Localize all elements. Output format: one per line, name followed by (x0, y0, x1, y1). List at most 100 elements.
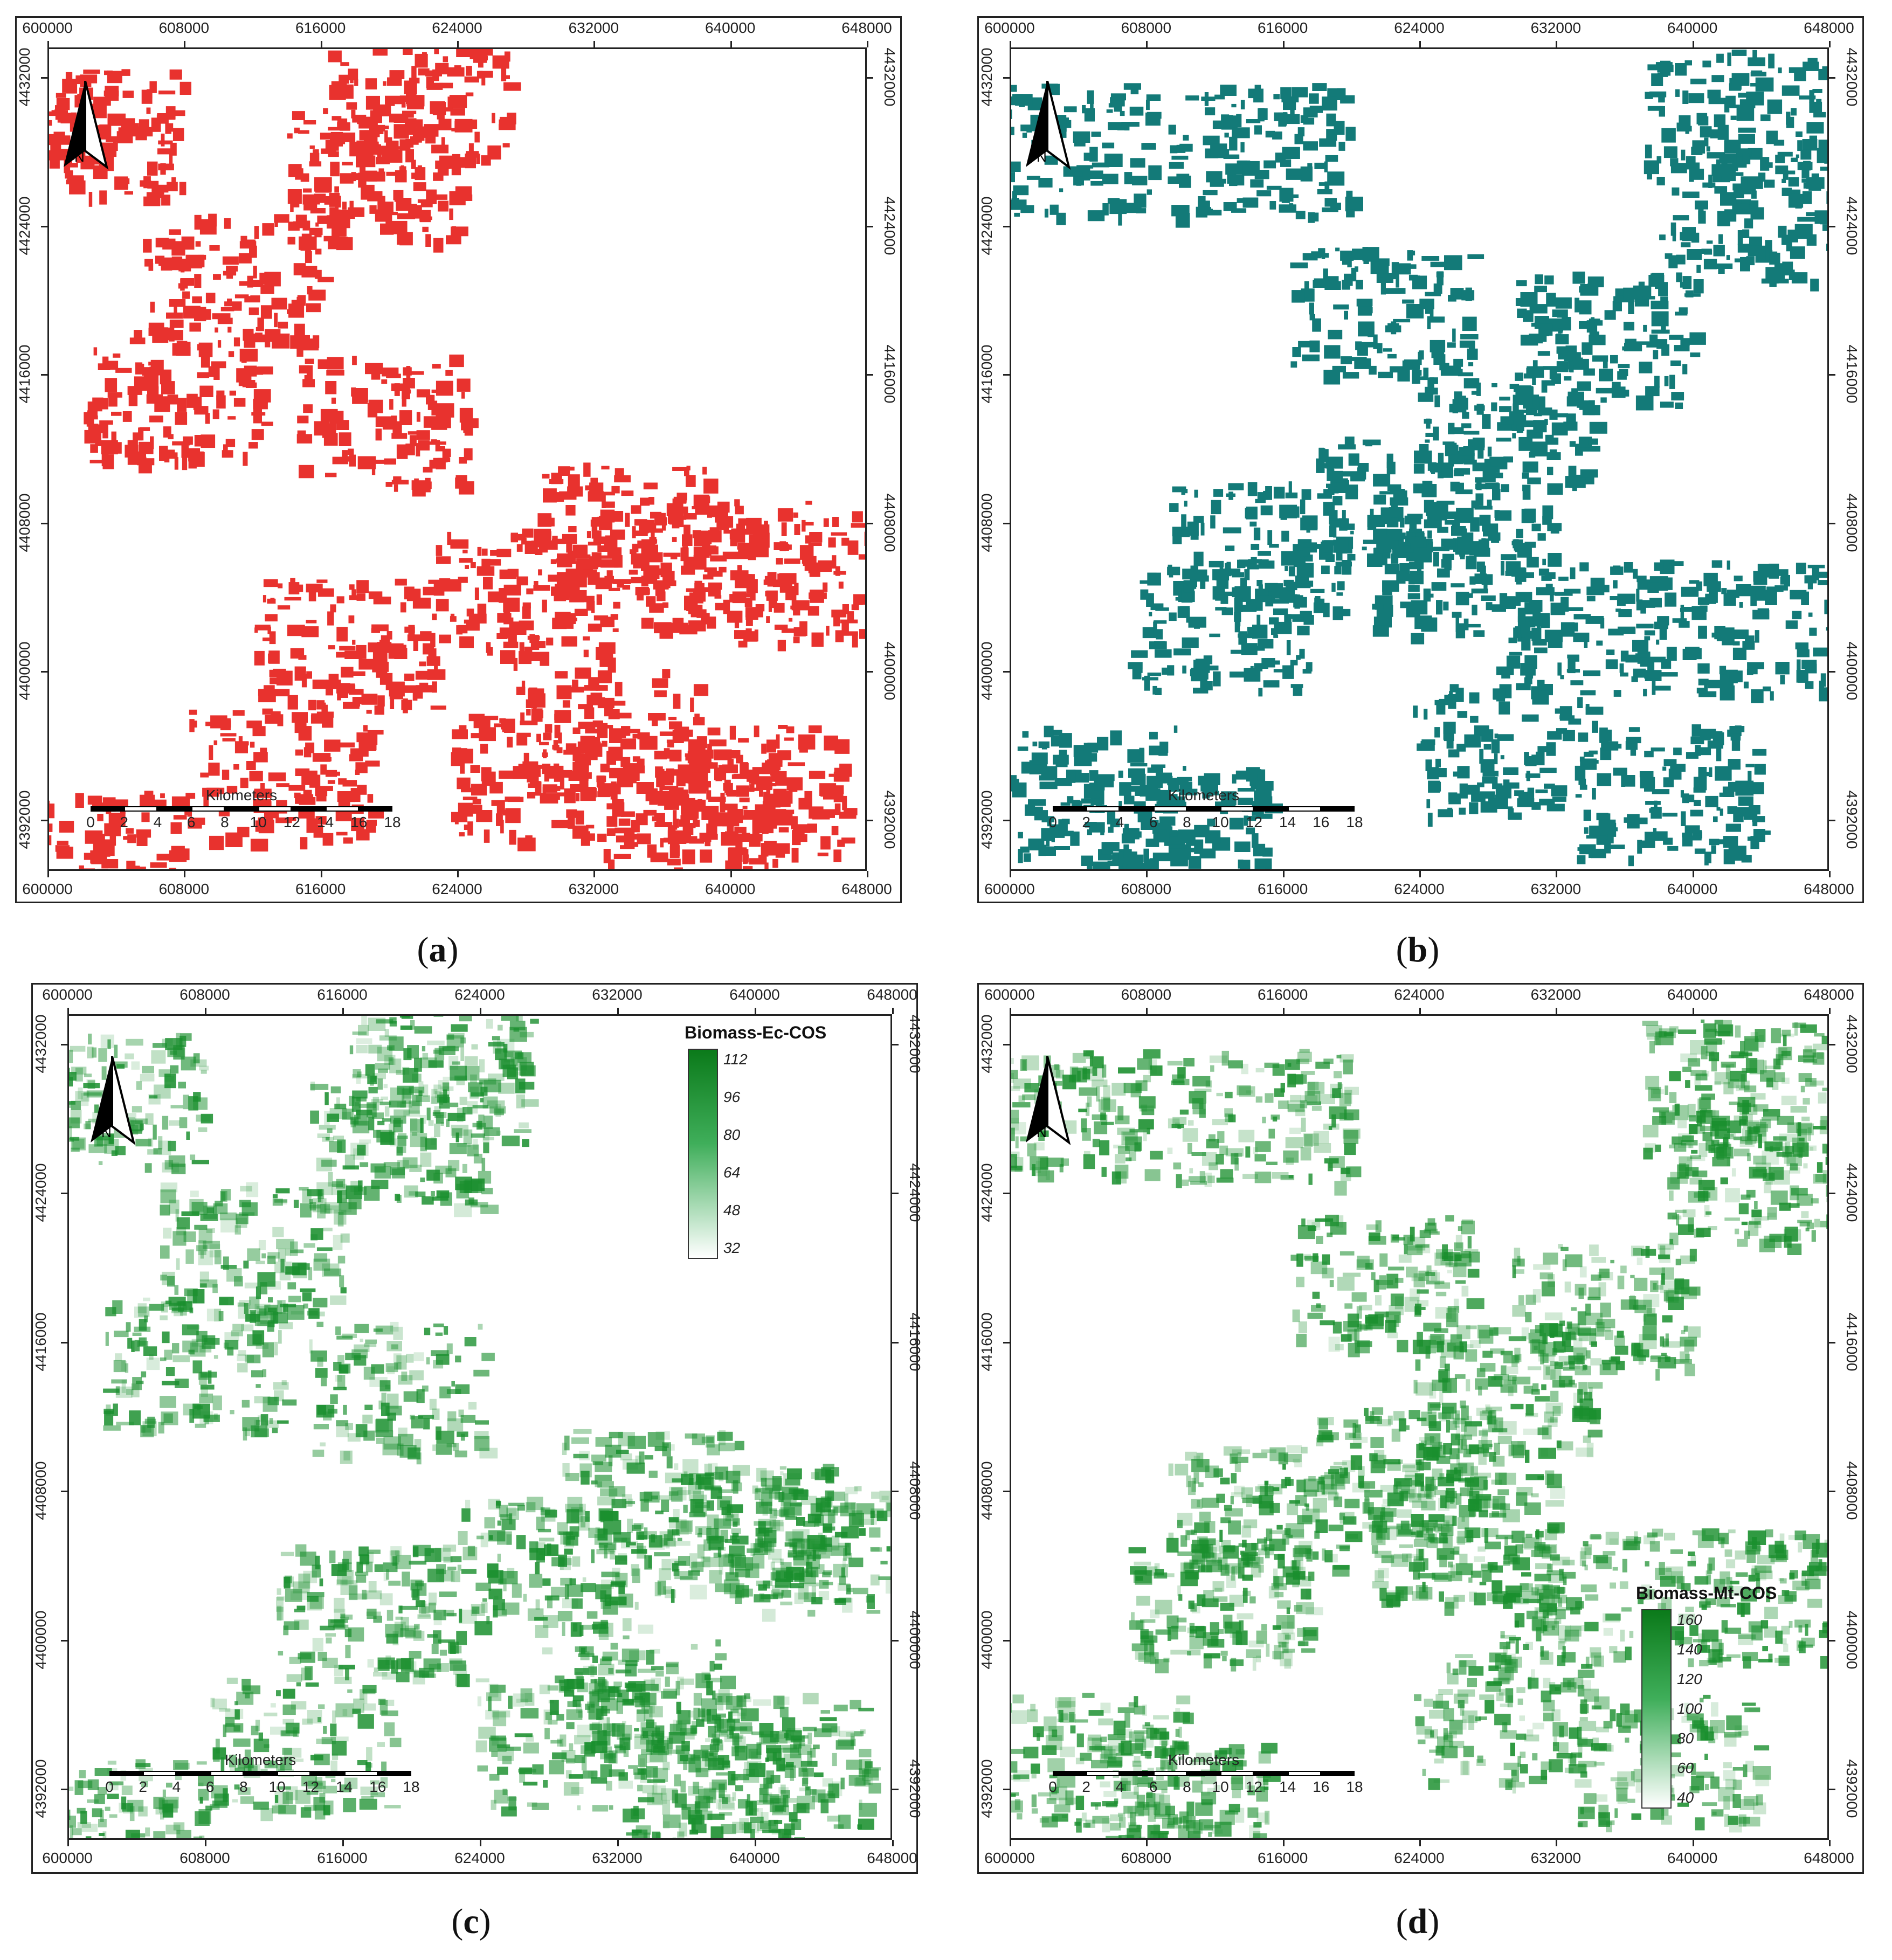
map-patch (342, 450, 348, 462)
map-patch (1517, 308, 1527, 318)
map-patch (1471, 391, 1481, 395)
map-patch (639, 736, 658, 750)
map-patch (1522, 472, 1529, 479)
map-patch (591, 517, 598, 531)
map-patch (1754, 764, 1766, 775)
map-patch (1279, 188, 1294, 202)
x-tick-mark (1692, 871, 1694, 877)
map-patch (1742, 229, 1750, 238)
map-patch (581, 1471, 590, 1485)
map-patch (423, 1084, 429, 1097)
map-patch (83, 70, 100, 74)
map-patch (832, 517, 839, 527)
map-patch (774, 542, 788, 550)
map-patch (1303, 141, 1318, 151)
map-patch (104, 823, 121, 836)
map-patch (368, 1044, 382, 1054)
map-patch (672, 537, 677, 542)
map-patch (1331, 583, 1336, 592)
map-patch (1704, 681, 1708, 695)
map-patch (714, 1664, 722, 1670)
map-patch (104, 70, 108, 75)
map-patch (377, 642, 392, 646)
map-patch (1442, 553, 1454, 560)
map-patch (217, 340, 222, 348)
map-patch (147, 1149, 158, 1155)
map-patch (1147, 189, 1152, 195)
map-patch (574, 608, 588, 616)
map-patch (1238, 798, 1254, 805)
map-patch (546, 638, 554, 646)
map-patch (571, 1598, 583, 1609)
map-patch (650, 852, 668, 863)
map-patch (105, 86, 119, 101)
map-patch (227, 327, 232, 333)
map-patch (361, 694, 378, 705)
map-patch (809, 592, 827, 599)
map-patch (332, 116, 342, 121)
map-patch (1482, 776, 1495, 784)
map-patch (1119, 782, 1131, 796)
map-patch (209, 745, 213, 760)
map-patch (1023, 853, 1031, 862)
map-patch (1669, 149, 1675, 157)
map-patch (693, 494, 710, 508)
map-patch (1596, 835, 1606, 845)
map-patch (707, 617, 716, 629)
map-patch (161, 195, 171, 206)
map-patch (502, 143, 510, 148)
map-patch (237, 1354, 247, 1361)
map-patch (577, 571, 588, 578)
map-patch (791, 816, 798, 829)
map-patch (685, 753, 697, 757)
map-patch (1680, 282, 1691, 288)
map-patch (1790, 246, 1805, 259)
y-tick-label: 4400000 (881, 641, 898, 701)
y-tick-label: 4408000 (978, 493, 995, 552)
map-patch (1588, 438, 1598, 445)
map-patch (198, 1250, 213, 1265)
map-patch (243, 452, 248, 466)
map-patch (1314, 278, 1326, 288)
map-patch (1575, 297, 1579, 313)
map-patch (1667, 846, 1679, 851)
map-patch (1625, 775, 1635, 787)
map-patch (1323, 502, 1335, 516)
map-patch (316, 711, 334, 718)
scale-bar-label: 14 (1279, 814, 1296, 830)
map-patch (385, 140, 399, 153)
map-patch (1760, 157, 1766, 164)
map-patch (1718, 839, 1724, 844)
map-patch (1585, 477, 1594, 484)
map-patch (286, 1674, 302, 1682)
map-patch (1265, 130, 1275, 138)
map-patch (280, 1730, 290, 1737)
map-patch (1026, 128, 1032, 133)
map-patch (1479, 515, 1491, 526)
map-patch (323, 108, 328, 114)
map-patch (182, 291, 190, 299)
map-patch (1417, 567, 1422, 575)
map-patch (720, 793, 725, 798)
map-patch (1796, 563, 1806, 574)
map-patch (1716, 53, 1724, 63)
map-patch (1501, 561, 1504, 576)
map-patch (1255, 498, 1266, 503)
map-patch (1522, 461, 1538, 473)
map-patch (791, 600, 810, 611)
map-patch (1461, 528, 1467, 541)
map-patch (1336, 592, 1343, 596)
map-patch (1719, 154, 1737, 163)
map-patch (1819, 681, 1825, 694)
map-patch (446, 1612, 457, 1617)
map-patch (371, 660, 384, 666)
y-tick-label: 4400000 (16, 641, 33, 701)
map-patch (1651, 73, 1663, 86)
map-patch (1822, 224, 1827, 231)
map-patch (300, 837, 308, 850)
map-patch (1589, 335, 1606, 345)
map-patch (842, 795, 847, 811)
map-patch (654, 751, 667, 760)
map-patch (365, 760, 380, 767)
map-patch (426, 656, 440, 666)
